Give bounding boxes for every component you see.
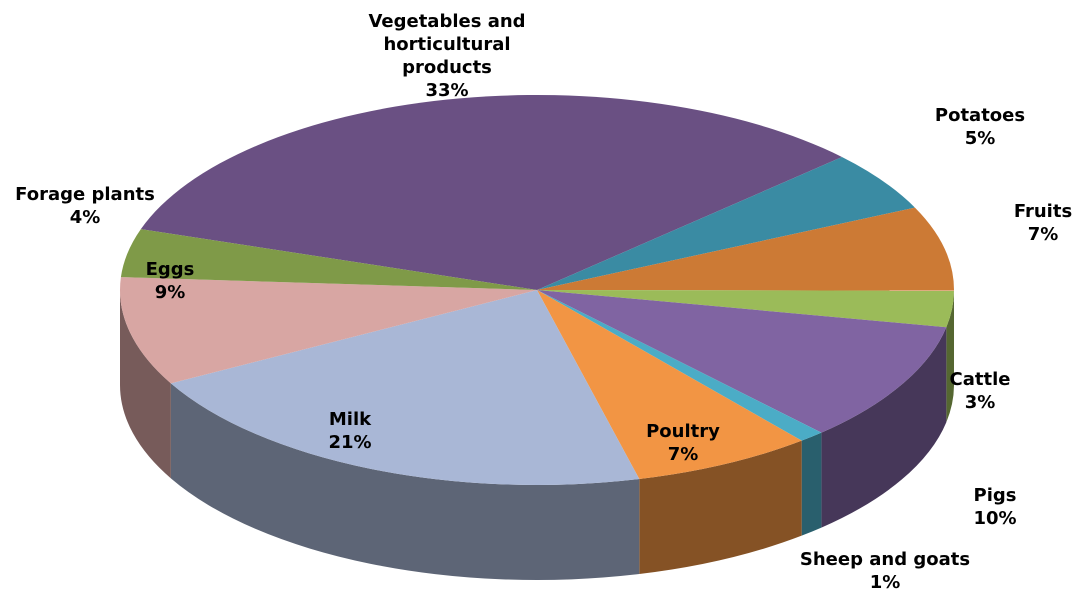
- data-label: Milk 21%: [290, 408, 410, 454]
- slice-percent: 5%: [964, 128, 996, 149]
- slice-name: Pigs: [973, 485, 1017, 506]
- pie-slice: [537, 290, 822, 441]
- slice-percent: 33%: [425, 80, 469, 101]
- slice-percent: 4%: [69, 207, 101, 228]
- slice-name: Eggs: [145, 259, 195, 280]
- slice-name: Fruits: [1013, 201, 1073, 222]
- slice-name: Vegetables and horticultural products: [368, 11, 526, 78]
- slice-name: Forage plants: [15, 184, 155, 205]
- slice-percent: 10%: [973, 508, 1017, 529]
- pie-slice: [120, 277, 538, 384]
- data-label: Sheep and goats 1%: [785, 548, 985, 594]
- pie-side: [801, 432, 822, 536]
- slice-percent: 21%: [328, 432, 372, 453]
- pie-slice: [537, 207, 954, 291]
- data-label: Fruits 7%: [993, 200, 1090, 246]
- pie-slice: [537, 290, 954, 328]
- pie-side: [120, 290, 171, 479]
- slice-percent: 3%: [964, 392, 996, 413]
- pie-slice: [140, 94, 842, 290]
- slice-name: Potatoes: [934, 105, 1026, 126]
- data-label: Pigs 10%: [945, 484, 1045, 530]
- pie-slice: [537, 157, 915, 290]
- pie-slice: [120, 229, 538, 290]
- pie-slice: [537, 290, 947, 433]
- data-label: Forage plants 4%: [0, 183, 170, 229]
- pie-side: [639, 440, 802, 575]
- data-label: Vegetables and horticultural products 33%: [347, 10, 547, 102]
- data-label: Potatoes 5%: [900, 104, 1060, 150]
- pie-side: [170, 383, 640, 580]
- slice-name: Sheep and goats: [799, 549, 971, 570]
- data-label: Eggs 9%: [120, 258, 220, 304]
- slice-percent: 1%: [869, 572, 901, 593]
- slice-percent: 9%: [154, 282, 186, 303]
- slice-percent: 7%: [667, 444, 699, 465]
- data-label: Cattle 3%: [930, 368, 1030, 414]
- pie-side: [821, 327, 947, 528]
- pie-slice: [537, 290, 802, 480]
- pie-side: [946, 290, 954, 423]
- data-label: Poultry 7%: [613, 420, 753, 466]
- pie-slice: [170, 290, 640, 485]
- slice-percent: 7%: [1027, 224, 1059, 245]
- slice-name: Cattle: [949, 369, 1011, 390]
- slice-name: Poultry: [646, 421, 720, 442]
- slice-name: Milk: [328, 409, 372, 430]
